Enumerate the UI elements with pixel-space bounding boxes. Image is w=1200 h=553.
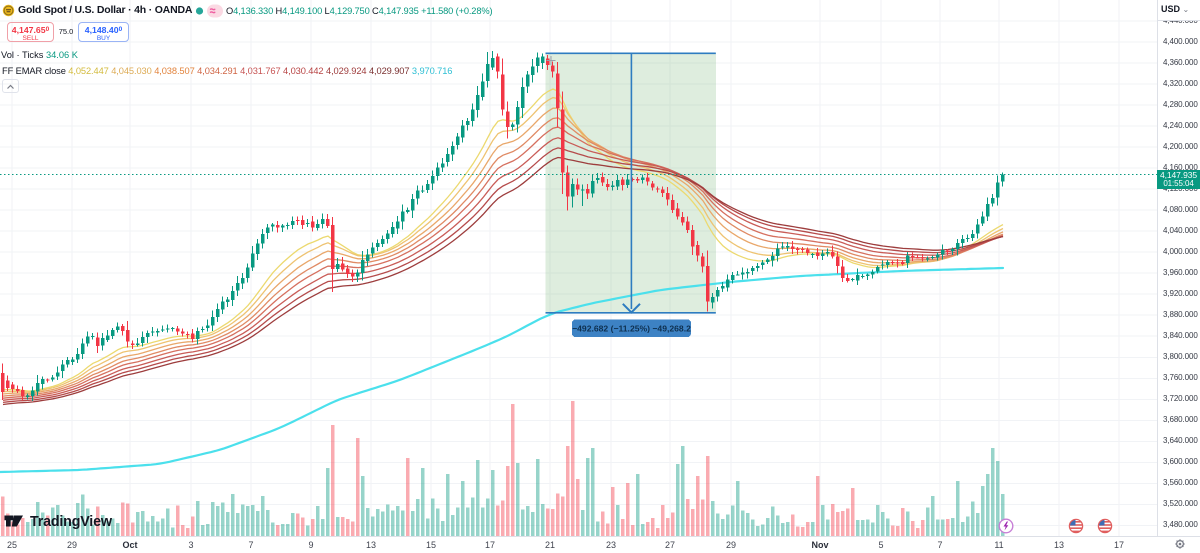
svg-text:−492.682 (−11.25%) −49,268.2: −492.682 (−11.25%) −49,268.2 [572,324,691,334]
svg-text:TradingView: TradingView [30,514,113,530]
